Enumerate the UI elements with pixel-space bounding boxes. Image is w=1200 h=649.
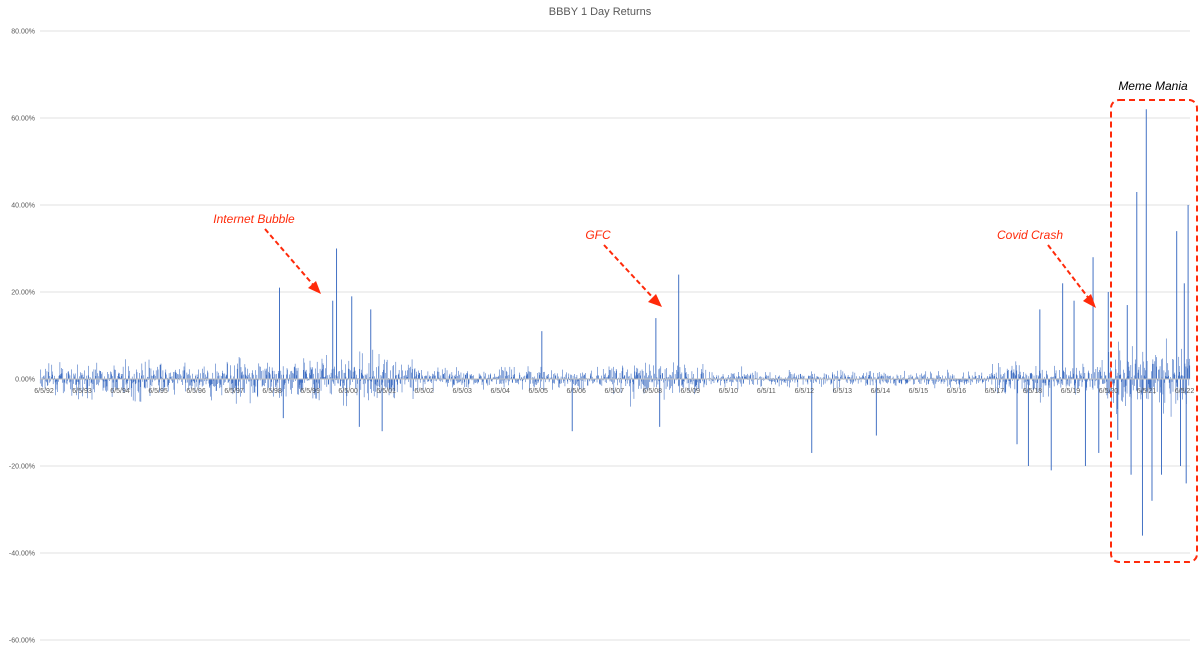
annotation-meme-mania: Meme Mania	[1110, 79, 1198, 563]
x-tick-label: 6/5/21	[1137, 388, 1157, 395]
y-tick-label: 40.00%	[11, 203, 35, 210]
annotation-covid-crash-arrowhead	[1083, 294, 1096, 308]
y-tick-label: 20.00%	[11, 290, 35, 297]
x-tick-label: 6/5/92	[34, 388, 54, 395]
x-tick-label: 6/5/12	[795, 388, 815, 395]
returns-series	[39, 109, 1191, 536]
x-tick-label: 6/5/00	[338, 388, 358, 395]
x-tick-label: 6/5/94	[110, 388, 130, 395]
y-tick-label: -60.00%	[9, 638, 35, 645]
x-tick-label: 6/5/11	[757, 388, 776, 395]
gridlines	[40, 30, 1190, 641]
x-tick-label: 6/5/96	[186, 388, 206, 395]
x-tick-label: 6/5/19	[1061, 388, 1081, 395]
annotation-gfc-arrow	[603, 244, 656, 301]
annotation-covid-crash-label: Covid Crash	[997, 228, 1063, 242]
x-tick-label: 6/5/99	[300, 388, 320, 395]
x-tick-label: 6/5/22	[1175, 388, 1195, 395]
y-tick-label: -40.00%	[9, 551, 35, 558]
x-tick-label: 6/5/17	[985, 388, 1005, 395]
x-tick-label: 6/5/93	[72, 388, 92, 395]
annotation-internet-bubble-arrowhead	[308, 281, 321, 294]
x-tick-label: 6/5/02	[414, 388, 434, 395]
x-tick-label: 6/5/14	[871, 388, 891, 395]
x-tick-label: 6/5/15	[909, 388, 929, 395]
annotation-meme-mania-label: Meme Mania	[1118, 79, 1188, 93]
annotation-internet-bubble: Internet Bubble	[213, 212, 321, 294]
annotation-internet-bubble-label: Internet Bubble	[213, 212, 295, 226]
annotation-gfc-label: GFC	[585, 228, 611, 242]
meme-mania-box	[1110, 99, 1198, 563]
annotation-covid-crash: Covid Crash	[997, 228, 1096, 308]
annotation-covid-crash-arrow	[1047, 244, 1091, 301]
x-tick-label: 6/5/07	[605, 388, 625, 395]
x-tick-label: 6/5/04	[490, 388, 510, 395]
x-tick-label: 6/5/97	[224, 388, 244, 395]
x-tick-label: 6/5/95	[148, 388, 168, 395]
x-tick-label: 6/5/16	[947, 388, 967, 395]
x-tick-label: 6/5/06	[566, 388, 586, 395]
x-tick-label: 6/5/98	[262, 388, 282, 395]
y-tick-label: 60.00%	[11, 116, 35, 123]
annotation-gfc-arrowhead	[648, 294, 662, 307]
x-tick-label: 6/5/13	[833, 388, 853, 395]
x-tick-label: 6/5/10	[719, 388, 739, 395]
y-axis-ticks: 80.00% 60.00% 40.00% 20.00% 0.00% -20.00% -40.…	[9, 29, 35, 645]
x-axis-ticks: 6/5/92 6/5/93 6/5/94 6/5/95 6/5/96 6/5/97 6/5/…	[34, 388, 1194, 395]
y-tick-label: 80.00%	[11, 29, 35, 36]
annotation-gfc: GFC	[585, 228, 662, 307]
x-tick-label: 6/5/09	[681, 388, 701, 395]
x-tick-label: 6/5/05	[528, 388, 548, 395]
y-tick-label: -20.00%	[9, 464, 35, 471]
chart-title: BBBY 1 Day Returns	[549, 6, 652, 18]
x-tick-label: 6/5/08	[643, 388, 663, 395]
x-tick-label: 6/5/18	[1023, 388, 1043, 395]
y-tick-label: 0.00%	[15, 377, 35, 384]
annotation-internet-bubble-arrow	[264, 228, 316, 288]
x-tick-label: 6/5/01	[376, 388, 396, 395]
x-tick-label: 6/5/03	[452, 388, 472, 395]
x-tick-label: 6/5/20	[1099, 388, 1119, 395]
